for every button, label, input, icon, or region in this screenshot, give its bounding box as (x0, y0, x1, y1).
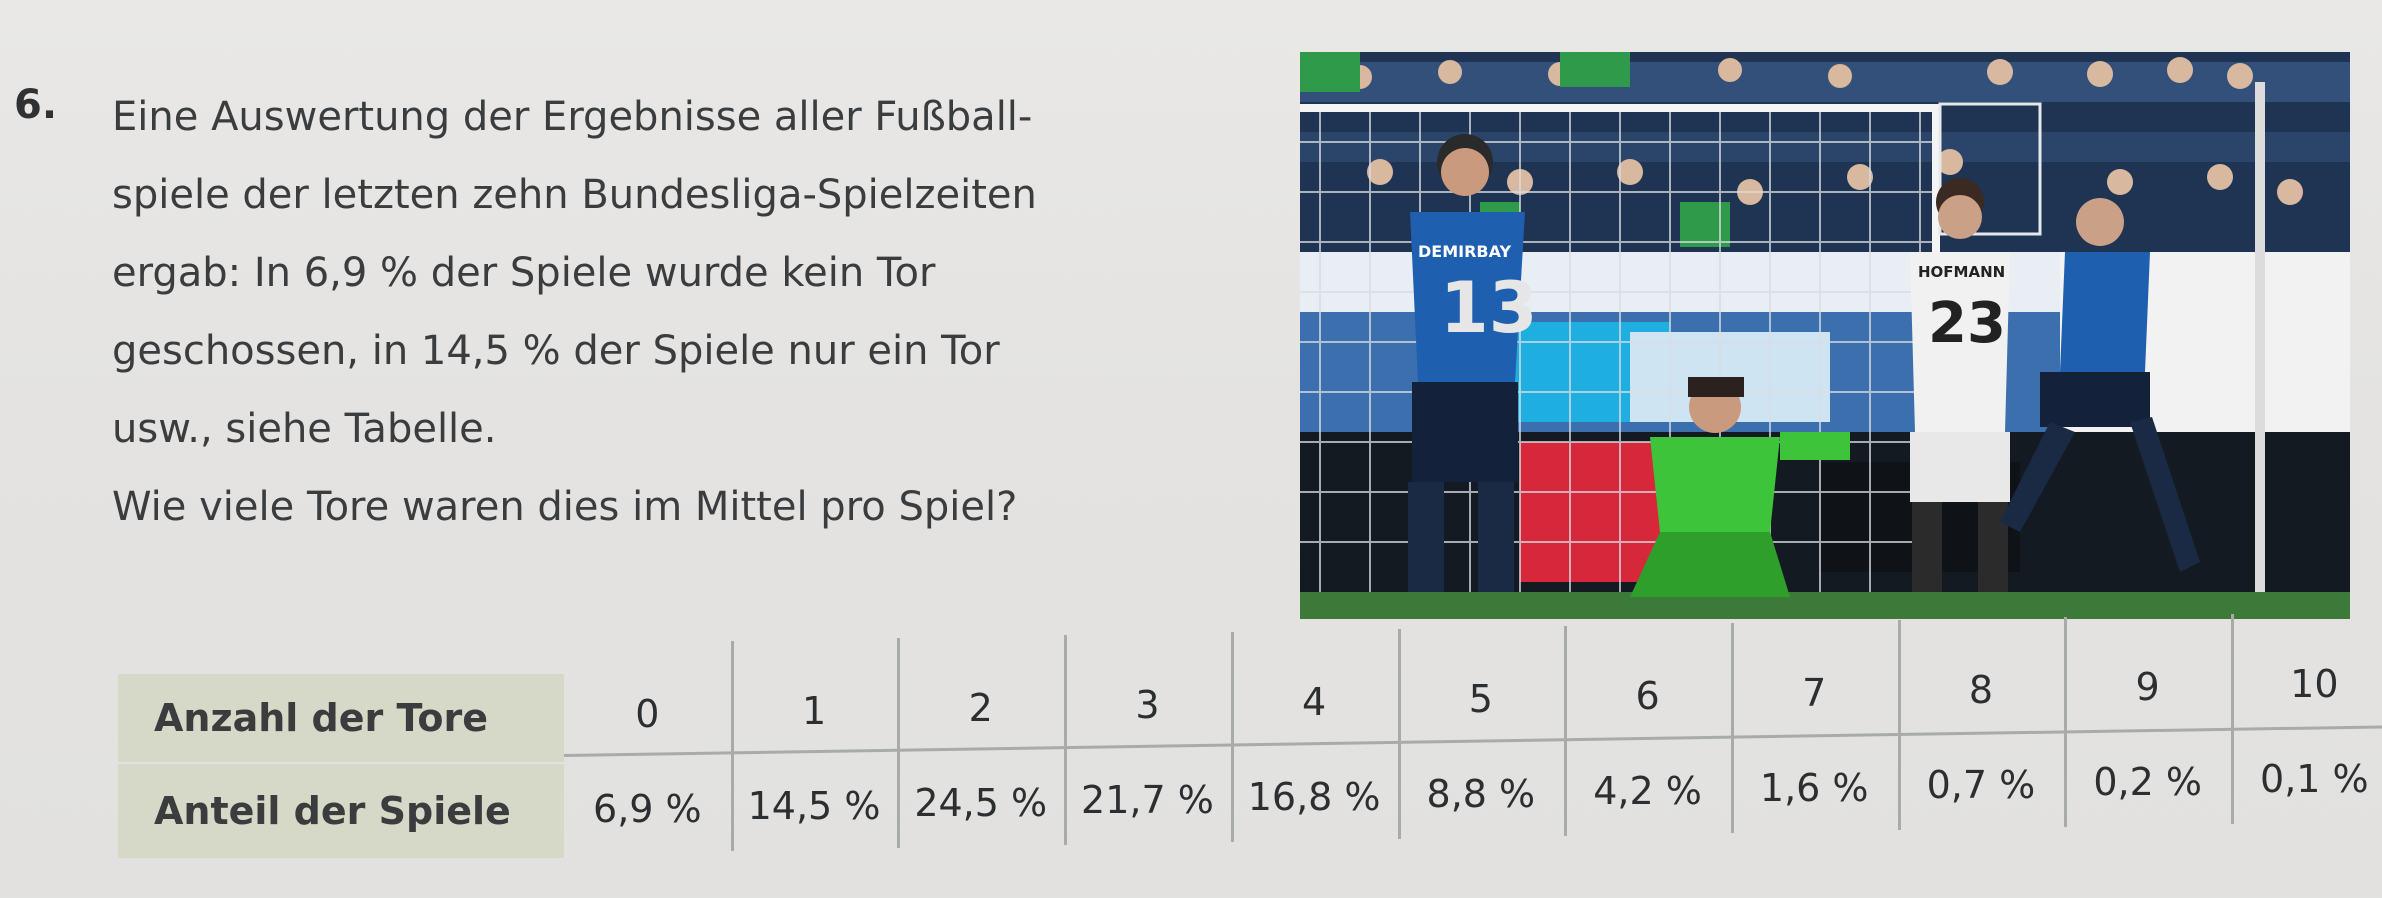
task-line: ergab: In 6,9 % der Spiele wurde kein To… (112, 250, 936, 296)
task-line: spiele der letzten zehn Bundesliga-Spiel… (112, 172, 1037, 218)
share-cell: 0,2 % (2093, 760, 2202, 804)
football-photo: 13 DEMIRBAY 23 HOFMANN (1300, 52, 2350, 619)
goal-count-cell: 5 (1468, 677, 1493, 721)
goal-count-cell: 3 (1135, 683, 1160, 727)
row-header-share: Anteil der Spiele (118, 764, 564, 858)
task-line: usw., siehe Tabelle. (112, 406, 497, 452)
share-cell: 1,6 % (1759, 766, 1869, 810)
task-number: 6. (14, 82, 58, 128)
goals-table: Anzahl der Tore Anteil der Spiele 0 6,9 %… (118, 614, 2382, 858)
goal-count-cell: 1 (801, 689, 827, 733)
table-column-divider (1397, 629, 1401, 839)
row-header-goals: Anzahl der Tore (118, 674, 564, 762)
table-column-divider (1730, 623, 1734, 833)
task-text: Eine Auswertung der Ergebnisse aller Fuß… (112, 78, 1292, 546)
share-cell: 21,7 % (1081, 778, 1214, 822)
goal-count-cell: 8 (1968, 668, 1994, 712)
table-column-divider (1230, 632, 1234, 842)
share-cell: 6,9 % (593, 787, 702, 831)
share-cell: 16,8 % (1247, 775, 1381, 819)
table-column-divider (2231, 614, 2234, 824)
jersey-number-right: 23 (1928, 291, 2006, 356)
share-cell: 8,8 % (1426, 772, 1536, 816)
task-question: Wie viele Tore waren dies im Mittel pro … (112, 484, 1018, 530)
goal-count-cell: 7 (1802, 671, 1827, 715)
share-cell: 0,7 % (1926, 763, 2036, 807)
share-cell: 4,2 % (1593, 769, 1702, 813)
goal-count-cell: 2 (968, 686, 993, 730)
goal-count-cell: 4 (1302, 680, 1327, 724)
table-column-divider (1064, 635, 1068, 845)
share-cell: 24,5 % (914, 781, 1048, 825)
goal-count-cell: 9 (2135, 665, 2160, 709)
table-column-divider (2064, 617, 2068, 827)
goal-count-cell: 10 (2290, 662, 2339, 706)
jersey-name-left: DEMIRBAY (1418, 242, 1511, 261)
table-column-divider (730, 641, 734, 851)
table-column-divider (1897, 620, 1901, 830)
table-column-divider (897, 638, 901, 848)
jersey-number-left: 13 (1440, 267, 1537, 349)
task-line: Eine Auswertung der Ergebnisse aller Fuß… (112, 94, 1033, 140)
share-cell: 0,1 % (2260, 757, 2369, 801)
table-column-divider (1564, 626, 1568, 836)
jersey-name-right: HOFMANN (1918, 263, 2005, 281)
football-scene-illustration: 13 DEMIRBAY 23 HOFMANN (1300, 52, 2350, 619)
goal-count-cell: 0 (635, 692, 660, 736)
task-line: geschossen, in 14,5 % der Spiele nur ein… (112, 328, 1000, 374)
goal-count-cell: 6 (1635, 674, 1660, 718)
share-cell: 14,5 % (747, 784, 881, 828)
